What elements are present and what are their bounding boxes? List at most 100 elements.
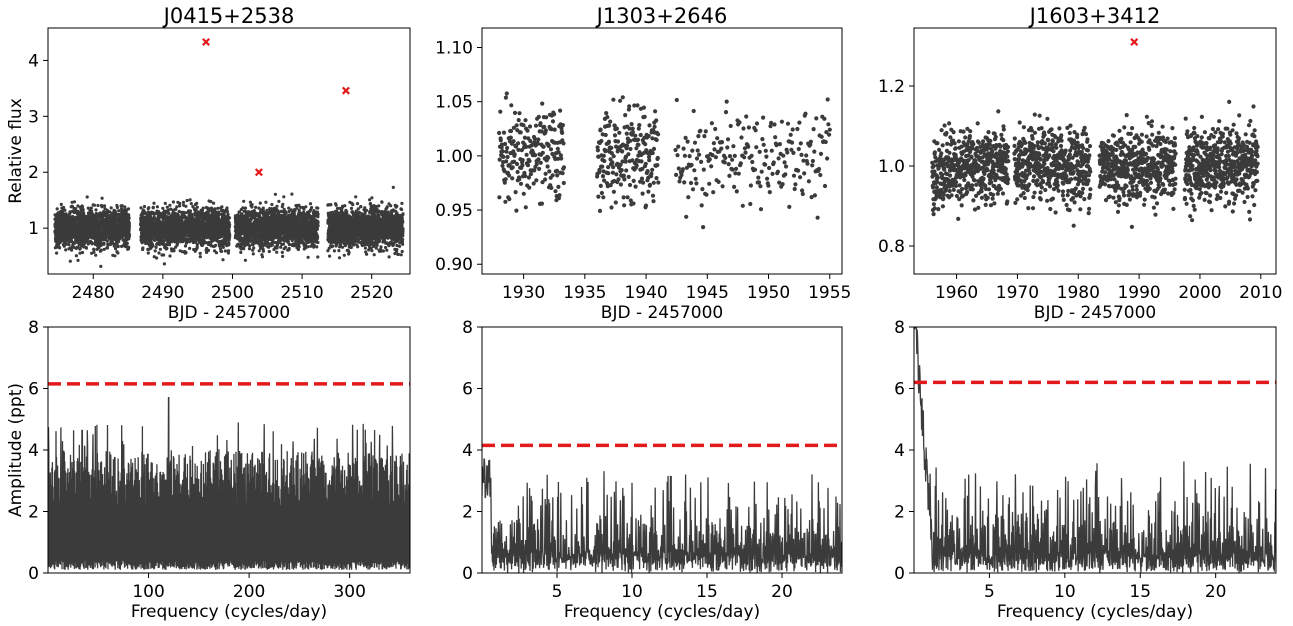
data-point — [99, 239, 103, 243]
data-point — [95, 217, 99, 221]
data-point — [80, 205, 85, 209]
data-point — [78, 251, 82, 255]
data-point — [284, 245, 288, 249]
data-segment-3 — [233, 192, 320, 262]
data-segment-2 — [139, 198, 232, 266]
data-point — [105, 239, 109, 243]
data-point — [184, 211, 188, 215]
data-point — [267, 249, 271, 254]
data-point — [102, 247, 106, 251]
data-point — [247, 247, 252, 251]
data-point — [127, 226, 131, 230]
data-point — [83, 239, 87, 244]
data-point — [275, 204, 279, 208]
data-point — [116, 251, 120, 255]
data-point — [112, 244, 116, 248]
data-point — [214, 243, 218, 247]
data-point — [168, 203, 172, 207]
data-point — [306, 255, 310, 259]
data-point — [165, 205, 169, 209]
data-point — [226, 212, 230, 216]
data-point — [308, 202, 313, 206]
data-point — [225, 209, 229, 213]
data-point — [226, 249, 231, 253]
data-point — [127, 245, 131, 249]
data-point — [167, 243, 172, 247]
data-point — [162, 239, 166, 243]
data-point — [59, 202, 63, 206]
data-point — [161, 206, 165, 210]
data-point — [89, 206, 93, 210]
data-point — [220, 205, 224, 209]
data-point — [155, 205, 159, 209]
data-point — [188, 198, 192, 202]
data-point — [175, 205, 179, 209]
data-point — [302, 210, 306, 214]
data-point — [154, 245, 158, 249]
data-point — [201, 206, 205, 210]
data-point — [242, 199, 246, 203]
data-point — [112, 242, 116, 246]
data-point — [94, 253, 98, 257]
data-point — [109, 206, 113, 210]
data-point — [198, 255, 202, 259]
data-point — [258, 201, 262, 205]
data-point — [58, 246, 62, 250]
data-point — [239, 250, 243, 254]
data-point — [195, 205, 199, 209]
data-point — [139, 206, 143, 210]
data-point — [162, 243, 166, 247]
data-point — [151, 205, 155, 209]
data-point — [163, 201, 167, 205]
data-point — [81, 208, 85, 212]
data-point — [310, 206, 314, 210]
data-point — [281, 202, 285, 206]
data-point — [250, 203, 254, 207]
data-point — [74, 254, 78, 258]
data-point — [162, 253, 166, 257]
data-point — [74, 207, 78, 211]
data-point — [221, 245, 225, 249]
data-point — [96, 203, 100, 208]
data-segment-1 — [53, 195, 131, 268]
data-point — [212, 201, 216, 205]
data-point — [270, 202, 274, 207]
data-point — [68, 259, 72, 263]
data-point — [113, 254, 117, 258]
data-point — [75, 245, 80, 249]
data-point — [178, 201, 182, 206]
data-point — [157, 251, 161, 255]
data-point — [195, 201, 199, 205]
data-point — [217, 210, 221, 214]
data-point — [260, 255, 265, 259]
data-point — [65, 242, 69, 246]
data-point — [117, 239, 121, 243]
data-point — [254, 205, 258, 209]
data-point — [198, 251, 202, 255]
data-point — [168, 254, 172, 258]
data-point — [114, 247, 118, 251]
data-point — [76, 209, 80, 213]
data-point — [252, 246, 256, 250]
data-point — [242, 247, 246, 251]
data-point — [172, 249, 176, 253]
data-point — [188, 209, 192, 213]
data-point — [162, 262, 166, 266]
data-point — [105, 246, 109, 250]
data-point — [92, 203, 97, 207]
data-point — [281, 242, 286, 246]
data-point — [273, 192, 277, 196]
data-point — [55, 207, 59, 211]
data-point — [304, 205, 308, 209]
data-point — [251, 252, 255, 256]
data-point — [90, 209, 94, 213]
data-point — [188, 246, 192, 250]
data-point — [151, 236, 155, 240]
data-point — [146, 251, 150, 255]
data-point — [84, 246, 88, 250]
data-point — [70, 200, 74, 204]
data-point — [80, 250, 85, 255]
data-point — [141, 246, 145, 250]
data-point — [261, 249, 265, 253]
data-point — [94, 208, 98, 212]
